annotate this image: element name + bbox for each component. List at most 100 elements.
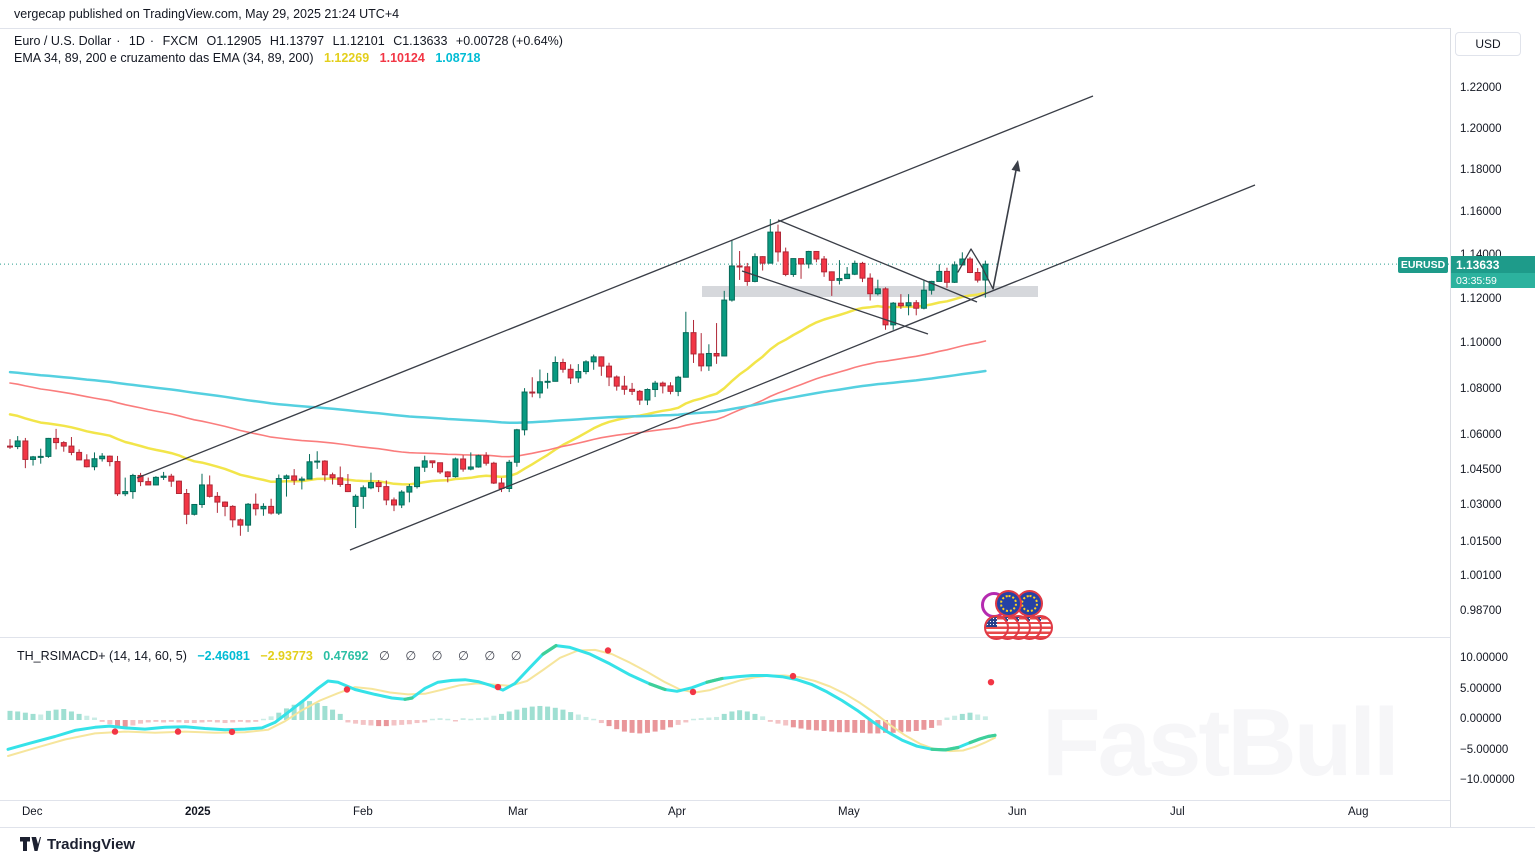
candle-body bbox=[490, 462, 497, 484]
macd-histogram-bar bbox=[798, 720, 804, 729]
macd-histogram-bar bbox=[836, 720, 842, 733]
candle-body bbox=[529, 391, 536, 394]
macd-histogram-bar bbox=[975, 714, 981, 720]
macd-histogram-bar bbox=[706, 717, 712, 720]
candle-body bbox=[798, 258, 805, 265]
macd-slow-line bbox=[7, 648, 996, 757]
ohlc-low: L1.12101 bbox=[332, 34, 385, 48]
candle-body bbox=[306, 461, 313, 480]
tradingview-logo[interactable]: TradingView bbox=[20, 836, 135, 853]
candle-body bbox=[759, 256, 766, 264]
macd-histogram-bar bbox=[813, 720, 819, 731]
candle-body bbox=[321, 460, 328, 476]
macd-histogram-bar bbox=[237, 720, 243, 722]
macd-histogram-bar bbox=[675, 720, 681, 725]
candle-body bbox=[844, 273, 851, 280]
macd-histogram-bar bbox=[691, 718, 697, 721]
macd-histogram-bar bbox=[483, 717, 489, 720]
exchange-label: FXCM bbox=[162, 34, 198, 48]
interval-label: 1D bbox=[128, 34, 145, 48]
macd-histogram-bar bbox=[568, 712, 574, 720]
candle-body bbox=[106, 455, 113, 463]
indicator-tick-label: −5.00000 bbox=[1460, 743, 1509, 756]
macd-histogram-bar bbox=[38, 714, 44, 720]
candle-body bbox=[283, 475, 290, 480]
macd-histogram-bar bbox=[406, 720, 412, 725]
candle-body bbox=[583, 361, 589, 373]
candle-body bbox=[897, 302, 904, 307]
flag-lower-trendline bbox=[741, 270, 929, 335]
macd-histogram-bar bbox=[660, 720, 666, 730]
price-axis[interactable] bbox=[1450, 28, 1535, 827]
candle-body bbox=[291, 475, 298, 481]
candle-body bbox=[344, 483, 351, 493]
macd-histogram-bar bbox=[30, 713, 36, 720]
candle-body bbox=[414, 466, 421, 488]
macd-histogram-bar bbox=[68, 711, 74, 720]
candle-body bbox=[99, 455, 106, 460]
candle-body bbox=[298, 478, 305, 481]
candle-body bbox=[475, 455, 482, 468]
price-tick-label: 1.00100 bbox=[1460, 569, 1502, 582]
candle-body bbox=[199, 484, 205, 505]
sell-signal-dot bbox=[111, 728, 119, 735]
macd-histogram-bar bbox=[130, 720, 136, 726]
macd-histogram-bar bbox=[952, 715, 958, 720]
macd-histogram-bar bbox=[345, 720, 351, 723]
macd-histogram-bar bbox=[683, 720, 689, 723]
price-tick-label: 1.10000 bbox=[1460, 337, 1502, 350]
macd-histogram-bar bbox=[721, 713, 727, 720]
candle-body bbox=[644, 389, 651, 401]
macd-histogram-bar bbox=[161, 720, 167, 723]
candle-body bbox=[7, 445, 13, 448]
candle-body bbox=[183, 492, 190, 515]
candle-body bbox=[575, 371, 582, 379]
macd-histogram-bar bbox=[737, 710, 743, 720]
candle-body bbox=[352, 495, 359, 507]
time-tick-aug: Aug bbox=[1348, 806, 1369, 818]
macd-histogram-bar bbox=[414, 720, 420, 724]
indicator-legend[interactable]: TH_RSIMACD+ (14, 14, 60, 5) −2.46081 −2.… bbox=[17, 648, 535, 663]
macd-histogram-bar bbox=[107, 720, 113, 725]
candle-body bbox=[874, 288, 881, 295]
macd-histogram-bar bbox=[982, 716, 988, 720]
buy-signal-segment bbox=[968, 733, 997, 745]
time-tick-feb: Feb bbox=[353, 806, 373, 818]
projection-zigzag bbox=[957, 248, 994, 290]
eu-flag-icon bbox=[995, 590, 1022, 617]
ema-200-line bbox=[8, 369, 987, 425]
macd-histogram-bar bbox=[122, 720, 128, 727]
macd-histogram-bar bbox=[821, 720, 827, 731]
macd-histogram-bar bbox=[260, 718, 266, 721]
legend-separator: · bbox=[116, 34, 121, 48]
currency-toggle-button[interactable]: USD bbox=[1455, 32, 1521, 56]
candle-body bbox=[275, 478, 282, 514]
candle-body bbox=[467, 466, 474, 470]
indicator-tick-label: 0.00000 bbox=[1460, 713, 1502, 725]
candle-body bbox=[37, 455, 44, 458]
upper-channel-trendline bbox=[136, 95, 1094, 479]
macd-histogram-bar bbox=[491, 715, 497, 720]
candle-body bbox=[613, 376, 620, 387]
macd-histogram-bar bbox=[852, 720, 858, 733]
macd-histogram-bar bbox=[698, 718, 704, 720]
buy-signal-segment bbox=[541, 643, 558, 656]
macd-histogram-bar bbox=[729, 711, 735, 720]
sell-signal-dot bbox=[689, 688, 697, 696]
candle-body bbox=[460, 458, 467, 470]
candle-body bbox=[636, 390, 643, 401]
buy-signal-segment bbox=[705, 676, 724, 684]
projection-arrow-head bbox=[1011, 160, 1021, 172]
price-tick-label: 1.06000 bbox=[1460, 428, 1502, 441]
lower-channel-trendline bbox=[349, 184, 1256, 551]
panel-divider[interactable] bbox=[0, 637, 1535, 638]
candle-body bbox=[736, 265, 743, 268]
symbol-legend[interactable]: Euro / U.S. Dollar · 1D · FXCM O1.12905 H1… bbox=[14, 34, 568, 48]
ema-legend[interactable]: EMA 34, 89, 200 e cruzamento das EMA (34… bbox=[14, 51, 488, 65]
macd-histogram-bar bbox=[844, 720, 850, 733]
macd-histogram-bar bbox=[61, 709, 67, 720]
indicator-slow-value: −2.93773 bbox=[260, 649, 313, 663]
macd-histogram-bar bbox=[207, 720, 213, 722]
